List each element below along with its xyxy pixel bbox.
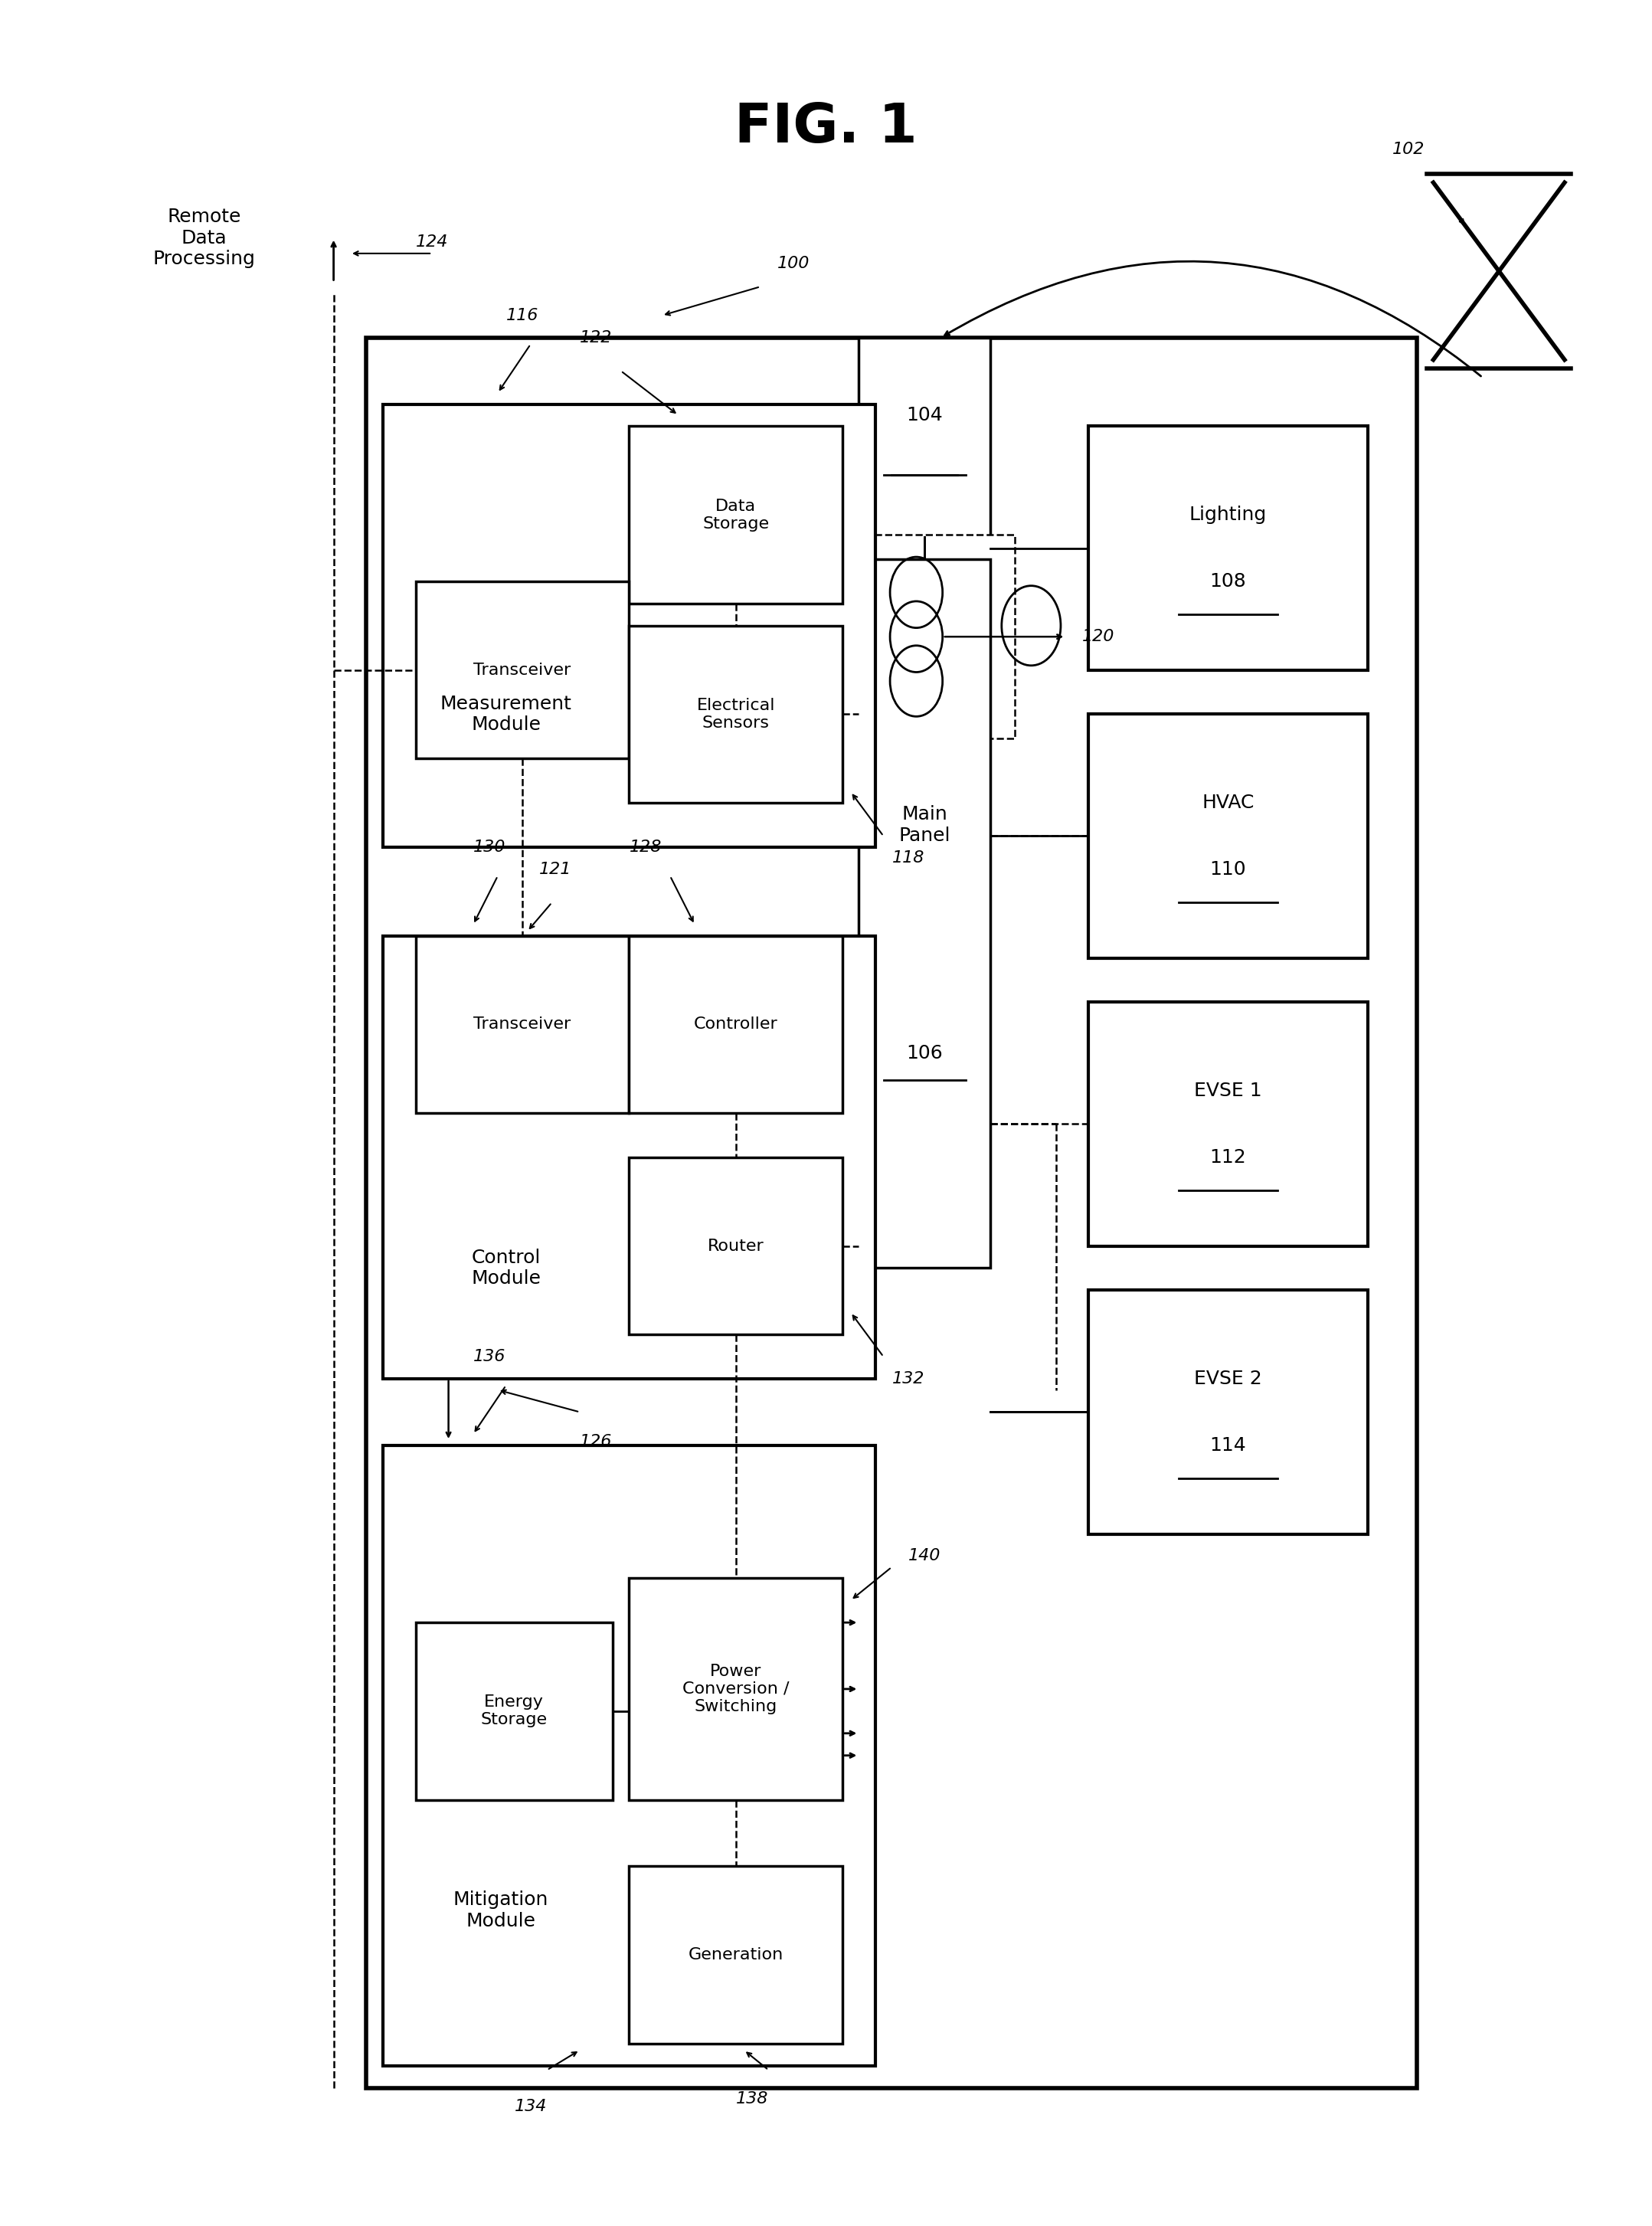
Text: 126: 126 xyxy=(580,1434,613,1449)
Text: Power
Conversion /
Switching: Power Conversion / Switching xyxy=(682,1663,790,1714)
Text: 100: 100 xyxy=(776,256,809,272)
Text: Lighting: Lighting xyxy=(1189,505,1267,523)
Text: HVAC: HVAC xyxy=(1203,795,1254,812)
Text: 128: 128 xyxy=(629,839,662,855)
Bar xyxy=(1089,1002,1368,1247)
Text: 116: 116 xyxy=(506,307,539,323)
Text: Electrical
Sensors: Electrical Sensors xyxy=(697,697,775,730)
Bar xyxy=(859,559,990,1269)
Text: 134: 134 xyxy=(514,2099,547,2115)
Bar xyxy=(629,1158,843,1336)
Text: 120: 120 xyxy=(1082,630,1115,643)
Text: 108: 108 xyxy=(1209,572,1246,590)
Text: Remote
Data
Processing: Remote Data Processing xyxy=(154,207,256,269)
Text: 118: 118 xyxy=(892,850,925,866)
Text: EVSE 1: EVSE 1 xyxy=(1194,1082,1262,1100)
Bar xyxy=(629,1865,843,2043)
Bar xyxy=(416,935,629,1113)
Bar xyxy=(629,1578,843,1801)
Bar xyxy=(416,1623,613,1801)
Text: 136: 136 xyxy=(472,1349,506,1365)
Text: 104: 104 xyxy=(907,405,943,425)
Bar xyxy=(383,935,876,1378)
Text: Main
Panel: Main Panel xyxy=(899,806,950,846)
Text: Router: Router xyxy=(707,1238,763,1253)
Text: 114: 114 xyxy=(1209,1436,1246,1454)
Bar xyxy=(383,405,876,848)
Text: 112: 112 xyxy=(1209,1149,1246,1166)
Bar xyxy=(1089,1291,1368,1534)
Text: Mitigation
Module: Mitigation Module xyxy=(453,1890,548,1930)
Text: 138: 138 xyxy=(735,2090,768,2106)
Text: Transceiver: Transceiver xyxy=(474,1017,572,1033)
Bar xyxy=(859,338,990,536)
Text: 121: 121 xyxy=(539,861,572,877)
Bar xyxy=(629,425,843,603)
Text: FIG. 1: FIG. 1 xyxy=(735,100,917,154)
Text: 130: 130 xyxy=(472,839,506,855)
Text: Data
Storage: Data Storage xyxy=(702,499,770,532)
Text: Generation: Generation xyxy=(689,1948,783,1963)
Bar xyxy=(383,1445,876,2066)
Text: 124: 124 xyxy=(416,234,448,249)
Text: 122: 122 xyxy=(580,329,613,345)
Text: 132: 132 xyxy=(892,1371,925,1387)
Bar xyxy=(367,338,1417,2088)
Bar xyxy=(629,626,843,804)
Bar xyxy=(1089,715,1368,957)
Text: Control
Module: Control Module xyxy=(471,1249,540,1289)
Bar xyxy=(416,581,629,759)
Text: Energy
Storage: Energy Storage xyxy=(481,1694,547,1727)
Bar xyxy=(1089,425,1368,670)
Text: 106: 106 xyxy=(907,1044,943,1062)
Text: 102: 102 xyxy=(1393,142,1426,158)
Text: 140: 140 xyxy=(909,1549,940,1563)
Text: 110: 110 xyxy=(1209,859,1246,879)
Text: Transceiver: Transceiver xyxy=(474,663,572,677)
Bar xyxy=(834,534,1014,739)
Text: Controller: Controller xyxy=(694,1017,778,1033)
Bar xyxy=(629,935,843,1113)
Text: Measurement
Module: Measurement Module xyxy=(439,695,572,735)
Text: EVSE 2: EVSE 2 xyxy=(1194,1369,1262,1389)
